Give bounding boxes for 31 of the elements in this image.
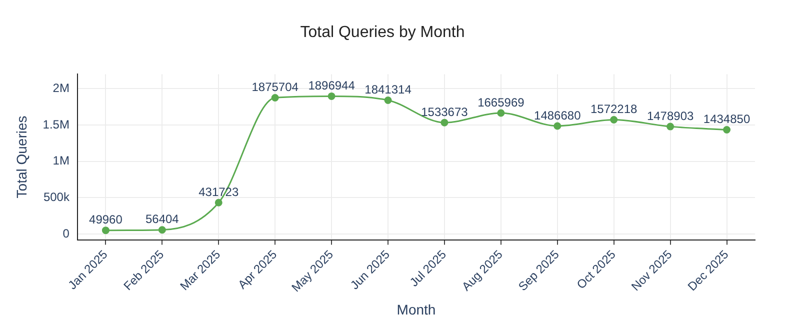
point — [384, 96, 392, 104]
point — [497, 109, 505, 117]
y-tick-label: 1.5M — [42, 117, 70, 132]
y-axis-title: Total Queries — [13, 116, 30, 198]
point — [554, 122, 562, 130]
point — [610, 116, 618, 124]
data-label: 1572218 — [590, 102, 638, 116]
data-label: 1665969 — [478, 95, 525, 110]
point — [328, 92, 336, 100]
point — [666, 122, 674, 130]
data-label: 1896944 — [308, 78, 356, 93]
y-tick-label: 2M — [52, 81, 70, 96]
point — [158, 226, 166, 234]
x-axis-title: Month — [396, 301, 436, 318]
data-label: 1486680 — [534, 108, 582, 122]
data-label: 1533673 — [421, 104, 468, 119]
data-label: 56404 — [145, 212, 180, 226]
data-label: 1875704 — [252, 80, 299, 94]
y-tick-label: 1M — [52, 154, 70, 168]
chart-title: Total Queries by Month — [300, 24, 465, 42]
data-label: 1841314 — [364, 82, 412, 97]
data-label: 1478903 — [646, 108, 694, 123]
point — [214, 198, 222, 206]
point — [102, 226, 110, 234]
data-label: 49960 — [89, 212, 123, 227]
data-label: 1434850 — [703, 112, 750, 126]
point — [723, 126, 731, 134]
point — [271, 94, 279, 102]
point — [440, 118, 448, 126]
y-tick-label: 0 — [62, 226, 70, 240]
y-tick-label: 500k — [43, 190, 70, 204]
